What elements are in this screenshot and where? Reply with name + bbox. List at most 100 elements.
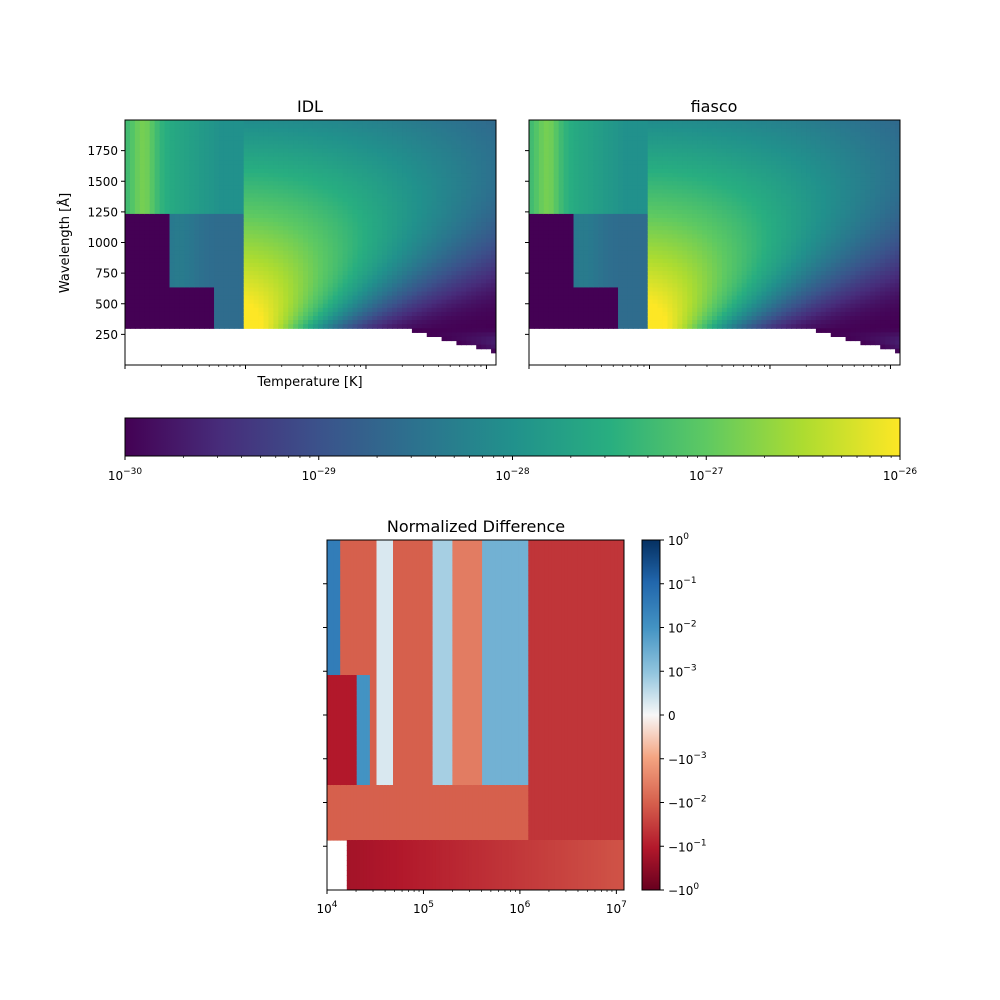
heatmap-cell <box>184 193 190 199</box>
heatmap-cell <box>441 336 448 342</box>
heatmap-cell <box>317 311 324 317</box>
heatmap-cell <box>337 213 344 219</box>
heatmap-cell <box>327 307 334 313</box>
heatmap-cell <box>352 262 359 268</box>
heatmap-cell <box>164 193 171 199</box>
heatmap-cell <box>402 283 408 289</box>
heatmap-cell <box>466 275 472 280</box>
heatmap-cell <box>436 291 443 297</box>
heatmap-cell <box>204 324 210 329</box>
heatmap-cell <box>248 307 255 313</box>
heatmap-cell <box>283 189 289 195</box>
heatmap-cell <box>578 316 585 321</box>
heatmap-cell <box>322 144 329 150</box>
heatmap-cell <box>382 201 388 207</box>
heatmap-cell <box>441 209 448 215</box>
heatmap-cell <box>558 177 565 182</box>
heatmap-cell <box>426 185 433 191</box>
heatmap-cell <box>367 324 373 329</box>
heatmap-cell <box>179 230 185 235</box>
heatmap-cell <box>263 283 270 289</box>
heatmap-cell <box>184 299 190 305</box>
heatmap-cell <box>238 156 245 162</box>
heatmap-cell <box>273 320 279 325</box>
heatmap-cell <box>357 132 364 137</box>
heatmap-cell <box>327 181 334 186</box>
heatmap-cell <box>278 275 284 280</box>
heatmap-cell <box>387 250 393 256</box>
heatmap-cell <box>441 197 448 203</box>
heatmap-cell <box>451 332 458 338</box>
heatmap-cell <box>392 201 398 207</box>
heatmap-cell <box>189 140 195 146</box>
heatmap-cell <box>258 303 265 309</box>
heatmap-cell <box>273 303 279 309</box>
heatmap-cell <box>563 156 570 162</box>
heatmap-cell <box>243 148 250 154</box>
heatmap-cell <box>154 181 161 186</box>
heatmap-cell <box>372 246 378 252</box>
heatmap-cell <box>613 201 619 207</box>
heatmap-cell <box>327 291 334 297</box>
heatmap-cell <box>223 136 230 142</box>
heatmap-cell <box>149 124 156 129</box>
heatmap-cell <box>278 160 284 166</box>
heatmap-cell <box>283 250 289 256</box>
heatmap-cell <box>481 209 487 215</box>
heatmap-cell <box>583 181 589 186</box>
heatmap-cell <box>548 262 555 268</box>
heatmap-cell <box>139 311 146 317</box>
heatmap-cell <box>387 275 393 280</box>
heatmap-cell <box>134 201 141 207</box>
heatmap-cell <box>603 230 609 235</box>
heatmap-cell <box>243 230 250 235</box>
heatmap-cell <box>322 201 329 207</box>
heatmap-cell <box>327 238 334 244</box>
heatmap-cell <box>613 169 619 174</box>
heatmap-cell <box>568 169 575 174</box>
heatmap-cell <box>214 283 220 289</box>
heatmap-cell <box>288 254 294 260</box>
heatmap-cell <box>446 307 453 313</box>
heatmap-cell <box>159 279 166 284</box>
heatmap-cell <box>387 218 393 223</box>
heatmap-cell <box>233 283 240 289</box>
heatmap-cell <box>273 181 279 186</box>
heatmap-cell <box>337 189 344 195</box>
heatmap-cell <box>538 177 545 182</box>
heatmap-cell <box>243 267 250 272</box>
heatmap-cell <box>134 218 141 223</box>
heatmap-cell <box>421 291 428 297</box>
heatmap-cell <box>382 185 388 191</box>
heatmap-cell <box>486 238 492 244</box>
heatmap-cell <box>372 213 378 219</box>
heatmap-cell <box>573 271 580 276</box>
heatmap-cell <box>529 238 535 244</box>
heatmap-cell <box>593 128 599 133</box>
heatmap-cell <box>214 144 220 150</box>
heatmap-cell <box>194 128 200 133</box>
heatmap-cell <box>402 193 408 199</box>
heatmap-cell <box>253 295 260 301</box>
heatmap-cell <box>278 222 284 227</box>
heatmap-cell <box>308 250 314 256</box>
heatmap-cell <box>317 218 324 223</box>
heatmap-cell <box>144 311 151 317</box>
heatmap-cell <box>406 181 413 186</box>
heatmap-cell <box>406 287 413 293</box>
heatmap-cell <box>322 238 329 244</box>
heatmap-cell <box>446 311 453 317</box>
heatmap-cell <box>184 128 190 133</box>
heatmap-cell <box>426 160 433 166</box>
heatmap-cell <box>327 197 334 203</box>
heatmap-cell <box>218 218 225 223</box>
heatmap-cell <box>563 197 570 203</box>
heatmap-cell <box>618 275 624 280</box>
heatmap-cell <box>392 148 398 154</box>
heatmap-cell <box>486 316 492 321</box>
heatmap-cell <box>416 144 423 150</box>
heatmap-cell <box>169 164 176 170</box>
heatmap-cell <box>243 324 250 329</box>
heatmap-cell <box>248 120 255 125</box>
heatmap-cell <box>558 124 565 129</box>
